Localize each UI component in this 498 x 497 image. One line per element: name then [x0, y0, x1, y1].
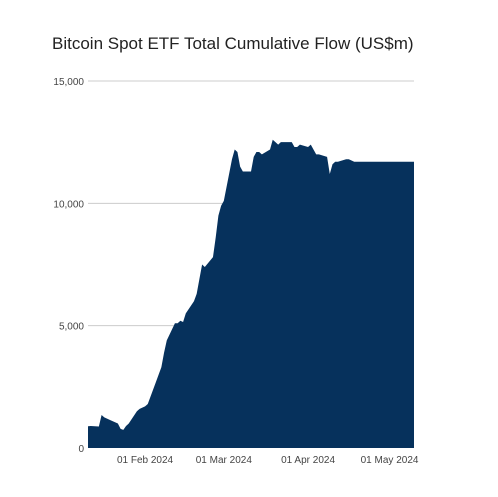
x-tick-label: 01 Mar 2024 — [196, 455, 253, 466]
y-tick-label: 0 — [78, 444, 84, 455]
x-tick-label: 01 May 2024 — [361, 455, 419, 466]
series-area — [88, 139, 414, 448]
x-tick-label: 01 Feb 2024 — [117, 455, 174, 466]
y-tick-label: 10,000 — [53, 199, 84, 210]
y-tick-label: 5,000 — [59, 322, 84, 333]
chart-title: Bitcoin Spot ETF Total Cumulative Flow (… — [52, 34, 414, 53]
x-tick-label: 01 Apr 2024 — [281, 455, 335, 466]
y-tick-label: 15,000 — [53, 77, 84, 88]
